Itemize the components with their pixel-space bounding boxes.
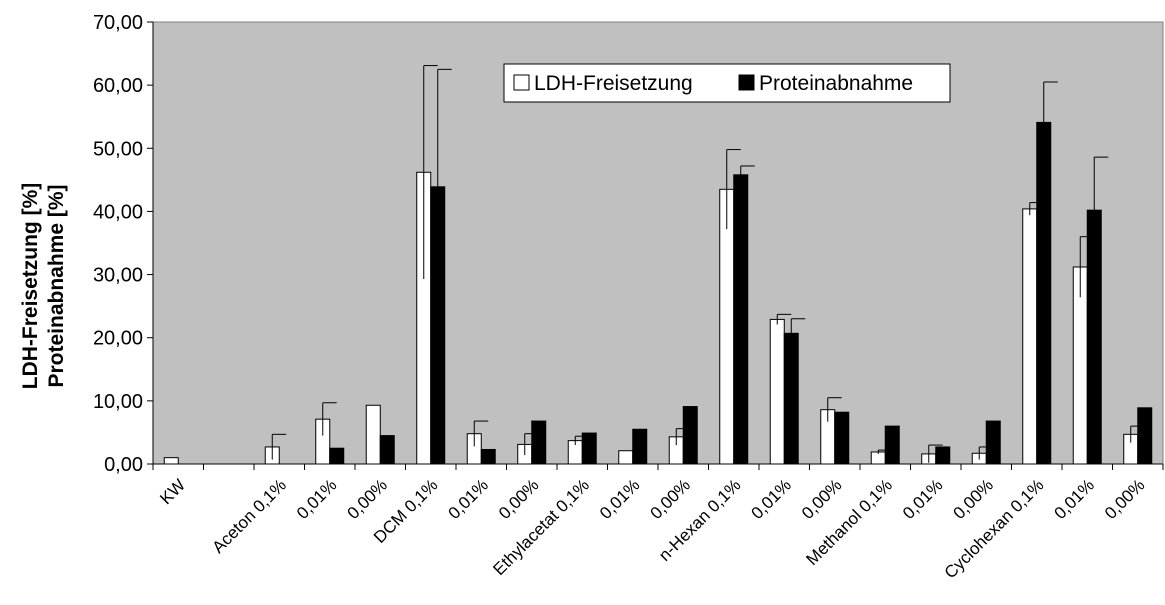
bar-protein: [734, 175, 748, 464]
bar-protein: [1037, 122, 1051, 464]
legend-swatch-protein: [739, 75, 754, 90]
bar-protein: [330, 448, 344, 464]
bar-protein: [936, 447, 950, 464]
bar-protein: [532, 421, 546, 464]
y-axis-title-line2: Proteinabnahme [%]: [45, 184, 68, 387]
legend: LDH-Freisetzung Proteinabnahme: [504, 64, 950, 102]
bar-protein: [481, 449, 495, 464]
bar-protein: [885, 426, 899, 464]
bar-protein: [835, 412, 849, 464]
x-tick-label: 0,01%: [899, 475, 947, 523]
x-tick-label: Aceton 0,1%: [208, 475, 290, 557]
x-tick-label: 0,00%: [495, 475, 543, 523]
y-tick-label: 70,00: [93, 12, 143, 34]
bar-ldh: [164, 458, 178, 464]
y-tick-label: 20,00: [93, 328, 143, 350]
x-tick-label: 0,01%: [1051, 475, 1099, 523]
x-tick-label: 0,00%: [798, 475, 846, 523]
y-axis-title: LDH-Freisetzung [%] Proteinabnahme [%]: [19, 183, 68, 390]
bar-protein: [380, 436, 394, 464]
y-tick-label: 10,00: [93, 391, 143, 413]
x-tick-label: Methanol 0,1%: [802, 475, 896, 569]
x-tick-label: 0,01%: [596, 475, 644, 523]
x-tick-label: 0,00%: [950, 475, 998, 523]
y-tick-label: 30,00: [93, 265, 143, 287]
x-tick-label: Ethylacetat 0,1%: [489, 475, 593, 579]
bar-protein: [784, 333, 798, 464]
y-tick-label: 50,00: [93, 138, 143, 160]
legend-label-ldh: LDH-Freisetzung: [534, 72, 693, 95]
x-tick-label: 0,01%: [748, 475, 796, 523]
x-tick-label: 0,00%: [647, 475, 695, 523]
bar-ldh: [770, 319, 784, 464]
bar-protein: [683, 407, 697, 464]
y-tick-label: 40,00: [93, 201, 143, 223]
y-axis-title-line1: LDH-Freisetzung [%]: [19, 183, 42, 390]
y-tick-label: 60,00: [93, 75, 143, 97]
bar-protein: [633, 429, 647, 464]
bar-protein: [582, 433, 596, 464]
bar-ldh: [619, 451, 633, 464]
x-tick-label: 0,00%: [344, 475, 392, 523]
bar-protein: [986, 421, 1000, 464]
legend-label-protein: Proteinabnahme: [759, 72, 913, 95]
legend-swatch-ldh: [514, 75, 529, 90]
y-axis: 0,00 10,00 20,00 30,00 40,00 50,00 60,00 70,00: [93, 12, 153, 476]
x-tick-label: 0,00%: [1101, 475, 1149, 523]
x-tick-label: 0,01%: [445, 475, 493, 523]
bar-ldh: [366, 405, 380, 464]
bar-ldh: [1023, 209, 1037, 464]
bar-ldh: [720, 189, 734, 464]
bar-protein: [1138, 408, 1152, 464]
x-axis: KW Aceton 0,1% 0,01% 0,00%DCM 0,1% 0,01% 0,00…: [153, 464, 1163, 582]
y-tick-label: 0,00: [104, 454, 143, 476]
x-tick-label: KW: [156, 475, 189, 508]
x-tick-label: 0,01%: [293, 475, 341, 523]
